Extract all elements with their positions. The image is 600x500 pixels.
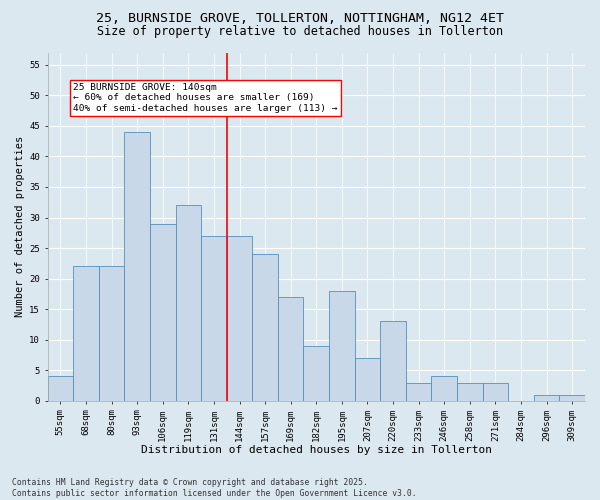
- Text: Size of property relative to detached houses in Tollerton: Size of property relative to detached ho…: [97, 25, 503, 38]
- Bar: [380, 322, 406, 401]
- Bar: [227, 236, 252, 401]
- Bar: [457, 382, 482, 401]
- Bar: [355, 358, 380, 401]
- Bar: [431, 376, 457, 401]
- Bar: [482, 382, 508, 401]
- Bar: [278, 297, 304, 401]
- Bar: [534, 395, 559, 401]
- Y-axis label: Number of detached properties: Number of detached properties: [15, 136, 25, 318]
- Bar: [124, 132, 150, 401]
- Bar: [99, 266, 124, 401]
- Bar: [47, 376, 73, 401]
- Bar: [559, 395, 585, 401]
- Bar: [252, 254, 278, 401]
- Text: 25 BURNSIDE GROVE: 140sqm
← 60% of detached houses are smaller (169)
40% of semi: 25 BURNSIDE GROVE: 140sqm ← 60% of detac…: [73, 83, 338, 113]
- Bar: [176, 206, 201, 401]
- Bar: [329, 291, 355, 401]
- Bar: [201, 236, 227, 401]
- Bar: [73, 266, 99, 401]
- Bar: [406, 382, 431, 401]
- Bar: [150, 224, 176, 401]
- Text: 25, BURNSIDE GROVE, TOLLERTON, NOTTINGHAM, NG12 4ET: 25, BURNSIDE GROVE, TOLLERTON, NOTTINGHA…: [96, 12, 504, 26]
- Bar: [304, 346, 329, 401]
- X-axis label: Distribution of detached houses by size in Tollerton: Distribution of detached houses by size …: [141, 445, 492, 455]
- Text: Contains HM Land Registry data © Crown copyright and database right 2025.
Contai: Contains HM Land Registry data © Crown c…: [12, 478, 416, 498]
